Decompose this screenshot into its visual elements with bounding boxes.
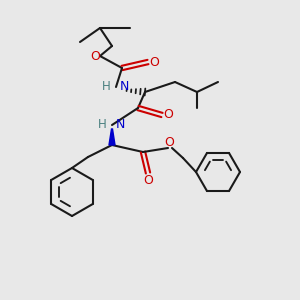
Text: N: N xyxy=(120,80,129,94)
Text: H: H xyxy=(102,80,111,94)
Text: H: H xyxy=(98,118,107,131)
Text: O: O xyxy=(149,56,159,68)
Text: O: O xyxy=(164,136,174,148)
Text: N: N xyxy=(116,118,125,131)
Text: O: O xyxy=(143,173,153,187)
Text: O: O xyxy=(90,50,100,62)
Text: O: O xyxy=(163,109,173,122)
Polygon shape xyxy=(109,129,115,145)
